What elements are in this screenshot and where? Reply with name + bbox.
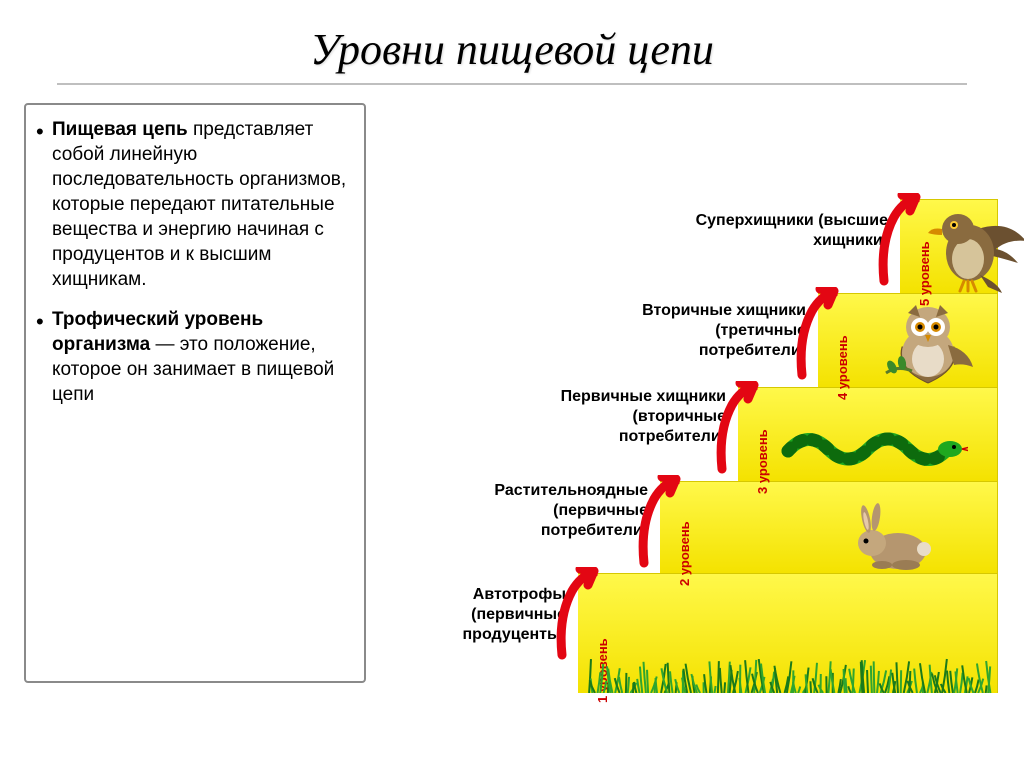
definition-panel: Пищевая цепь представляет собой линейную… [24, 103, 366, 683]
bullet-1-text: представляет собой линейную последовател… [52, 119, 346, 290]
grass-icon [588, 623, 992, 693]
step-label-2: Растительноядные(первичныепотребители) [368, 481, 648, 541]
bullet-2: Трофический уровень организма — это поло… [52, 307, 350, 407]
trophic-pyramid-diagram: Автотрофы(первичныепродуценты)1 уровеньР… [378, 103, 1000, 683]
page-title: Уровни пищевой цепи [0, 0, 1024, 83]
energy-arrow-icon [876, 193, 922, 287]
rabbit-icon [848, 501, 938, 573]
hawk-icon [918, 199, 1024, 295]
energy-arrow-icon [714, 381, 760, 475]
step-label-1: Автотрофы(первичныепродуценты) [368, 585, 566, 645]
title-underline [57, 83, 967, 85]
content-row: Пищевая цепь представляет собой линейную… [0, 103, 1024, 683]
step-label-5: Суперхищники (высшиехищники) [368, 211, 888, 251]
pyramid-step-2 [660, 481, 998, 573]
energy-arrow-icon [636, 475, 682, 569]
owl-icon [878, 295, 978, 389]
energy-arrow-icon [794, 287, 840, 381]
bullet-1: Пищевая цепь представляет собой линейную… [52, 117, 350, 293]
snake-icon [778, 421, 968, 471]
step-label-4: Вторичные хищники(третичныепотребители) [368, 301, 806, 361]
bullet-1-prefix: Пищевая цепь [52, 119, 188, 140]
step-label-3: Первичные хищники(вторичныепотребители) [368, 387, 726, 447]
